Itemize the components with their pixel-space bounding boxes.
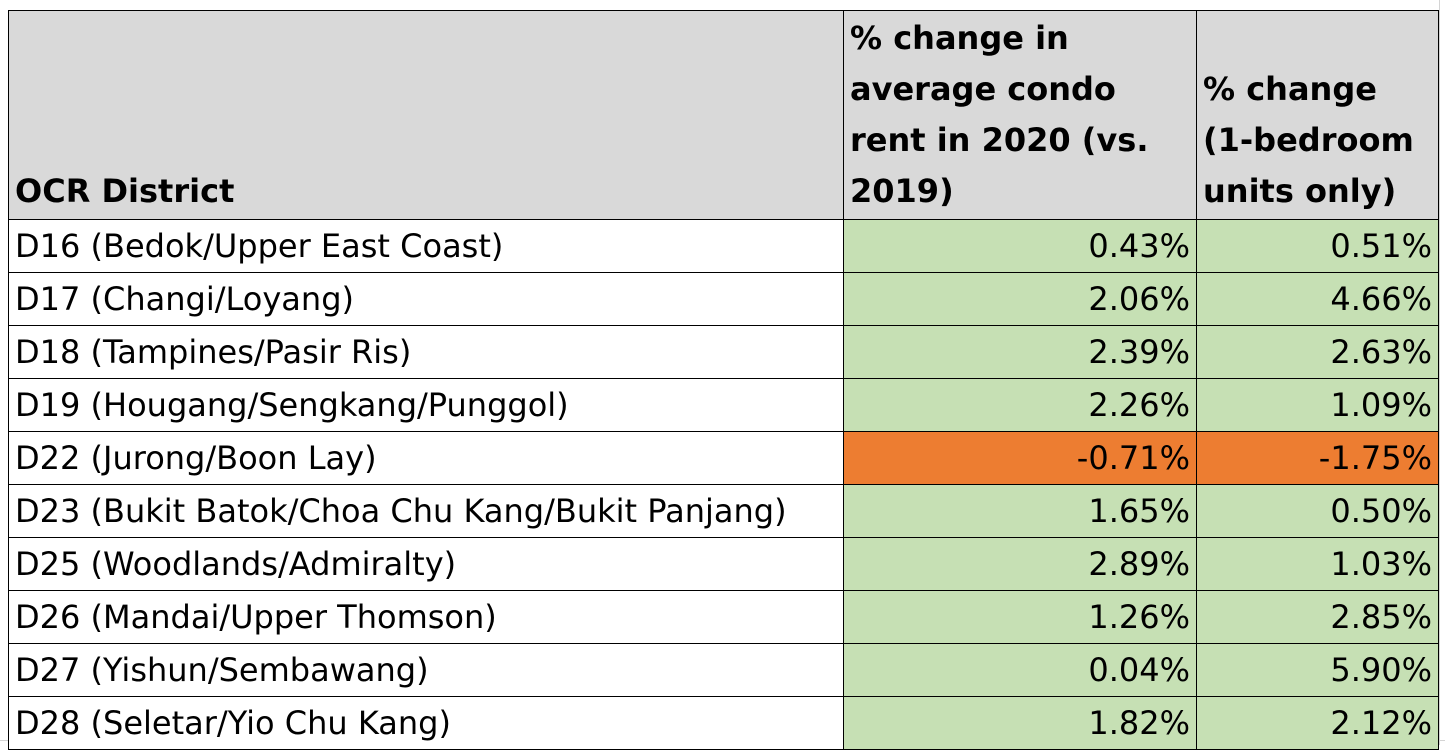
table-row: D27 (Yishun/Sembawang) 0.04% 5.90% xyxy=(8,643,1439,697)
table-row: D22 (Jurong/Boon Lay) -0.71% -1.75% xyxy=(8,431,1439,485)
district-cell[interactable]: D17 (Changi/Loyang) xyxy=(8,272,844,326)
column-header-district[interactable]: OCR District xyxy=(8,10,844,220)
one-bed-change-cell[interactable]: 0.50% xyxy=(1196,484,1439,538)
one-bed-change-cell[interactable]: 2.12% xyxy=(1196,696,1439,750)
district-cell[interactable]: D16 (Bedok/Upper East Coast) xyxy=(8,219,844,273)
avg-change-cell[interactable]: 1.26% xyxy=(843,590,1197,644)
avg-change-cell[interactable]: 0.04% xyxy=(843,643,1197,697)
district-cell[interactable]: D22 (Jurong/Boon Lay) xyxy=(8,431,844,485)
avg-change-cell[interactable]: 0.43% xyxy=(843,219,1197,273)
one-bed-change-cell[interactable]: 0.51% xyxy=(1196,219,1439,273)
avg-change-cell[interactable]: 2.06% xyxy=(843,272,1197,326)
table-row: D19 (Hougang/Sengkang/Punggol) 2.26% 1.09% xyxy=(8,378,1439,432)
one-bed-change-cell[interactable]: -1.75% xyxy=(1196,431,1439,485)
district-cell[interactable]: D26 (Mandai/Upper Thomson) xyxy=(8,590,844,644)
district-cell[interactable]: D27 (Yishun/Sembawang) xyxy=(8,643,844,697)
one-bed-change-cell[interactable]: 1.03% xyxy=(1196,537,1439,591)
avg-change-cell[interactable]: 2.39% xyxy=(843,325,1197,379)
table-row: D25 (Woodlands/Admiralty) 2.89% 1.03% xyxy=(8,537,1439,591)
table-row: D23 (Bukit Batok/Choa Chu Kang/Bukit Pan… xyxy=(8,484,1439,538)
district-cell[interactable]: D19 (Hougang/Sengkang/Punggol) xyxy=(8,378,844,432)
rent-change-table: OCR District % change in average condo r… xyxy=(8,10,1439,750)
avg-change-cell[interactable]: 2.89% xyxy=(843,537,1197,591)
table-row: D28 (Seletar/Yio Chu Kang) 1.82% 2.12% xyxy=(8,696,1439,750)
district-cell[interactable]: D18 (Tampines/Pasir Ris) xyxy=(8,325,844,379)
one-bed-change-cell[interactable]: 2.63% xyxy=(1196,325,1439,379)
avg-change-cell[interactable]: -0.71% xyxy=(843,431,1197,485)
table-row: D18 (Tampines/Pasir Ris) 2.39% 2.63% xyxy=(8,325,1439,379)
one-bed-change-cell[interactable]: 4.66% xyxy=(1196,272,1439,326)
gridline xyxy=(1439,0,1440,745)
table-row: D17 (Changi/Loyang) 2.06% 4.66% xyxy=(8,272,1439,326)
column-header-one-bed-change[interactable]: % change (1-bedroom units only) xyxy=(1196,10,1439,220)
district-cell[interactable]: D23 (Bukit Batok/Choa Chu Kang/Bukit Pan… xyxy=(8,484,844,538)
table-row: D26 (Mandai/Upper Thomson) 1.26% 2.85% xyxy=(8,590,1439,644)
avg-change-cell[interactable]: 2.26% xyxy=(843,378,1197,432)
district-cell[interactable]: D28 (Seletar/Yio Chu Kang) xyxy=(8,696,844,750)
table-row: D16 (Bedok/Upper East Coast) 0.43% 0.51% xyxy=(8,219,1439,273)
column-header-avg-change[interactable]: % change in average condo rent in 2020 (… xyxy=(843,10,1197,220)
one-bed-change-cell[interactable]: 1.09% xyxy=(1196,378,1439,432)
one-bed-change-cell[interactable]: 2.85% xyxy=(1196,590,1439,644)
one-bed-change-cell[interactable]: 5.90% xyxy=(1196,643,1439,697)
header-row: OCR District % change in average condo r… xyxy=(8,10,1439,220)
table-body: D16 (Bedok/Upper East Coast) 0.43% 0.51% D1… xyxy=(8,219,1439,750)
district-cell[interactable]: D25 (Woodlands/Admiralty) xyxy=(8,537,844,591)
avg-change-cell[interactable]: 1.65% xyxy=(843,484,1197,538)
avg-change-cell[interactable]: 1.82% xyxy=(843,696,1197,750)
